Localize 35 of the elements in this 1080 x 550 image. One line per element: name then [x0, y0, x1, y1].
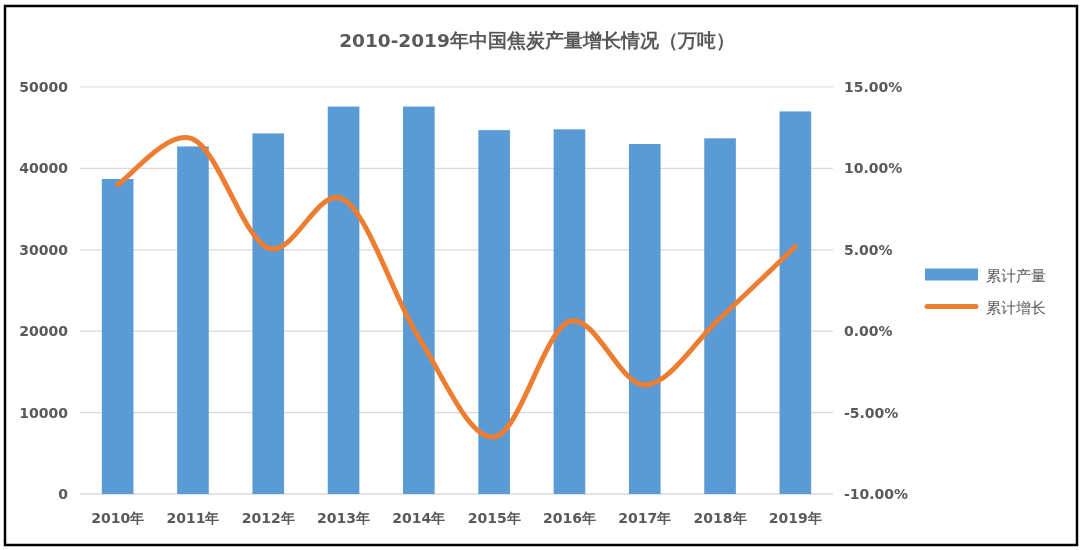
y-tick-label: 50000	[19, 79, 69, 95]
x-tick-label: 2010年	[91, 510, 145, 526]
x-tick-label: 2013年	[317, 510, 371, 526]
bar	[327, 106, 360, 494]
y2-tick-label: 10.00%	[844, 160, 903, 177]
bar	[403, 106, 435, 494]
y-tick-label: 20000	[19, 323, 69, 340]
chart-title: 2010-2019年中国焦炭产量增长情况（万吨）	[339, 30, 735, 51]
bar	[478, 130, 510, 494]
bar	[101, 178, 134, 494]
y-tick-label: 10000	[19, 404, 69, 421]
y2-tick-label: -5.00%	[844, 404, 899, 421]
bar	[177, 146, 209, 494]
y2-tick-label: 0.00%	[844, 323, 893, 340]
bar	[553, 129, 586, 494]
x-tick-label: 2012年	[241, 510, 295, 526]
y2-tick-label: -10.00%	[844, 486, 909, 502]
y-tick-label: 0	[58, 486, 69, 502]
x-tick-label: 2014年	[392, 510, 446, 526]
y-tick-label: 40000	[19, 160, 69, 177]
x-tick-label: 2011年	[166, 510, 220, 526]
y2-tick-label: 5.00%	[844, 241, 893, 258]
x-tick-label: 2015年	[467, 510, 521, 526]
x-tick-label: 2019年	[768, 510, 822, 526]
legend-label: 累计增长	[986, 298, 1046, 317]
x-tick-label: 2018年	[693, 510, 747, 526]
legend-label: 累计产量	[986, 266, 1046, 285]
bar	[252, 133, 285, 494]
y2-tick-label: 15.00%	[844, 79, 903, 95]
bar	[628, 143, 661, 494]
y-tick-label: 30000	[19, 241, 69, 258]
bar	[704, 138, 736, 494]
bar	[779, 111, 812, 494]
x-tick-label: 2016年	[542, 510, 596, 526]
x-tick-label: 2017年	[618, 510, 672, 526]
